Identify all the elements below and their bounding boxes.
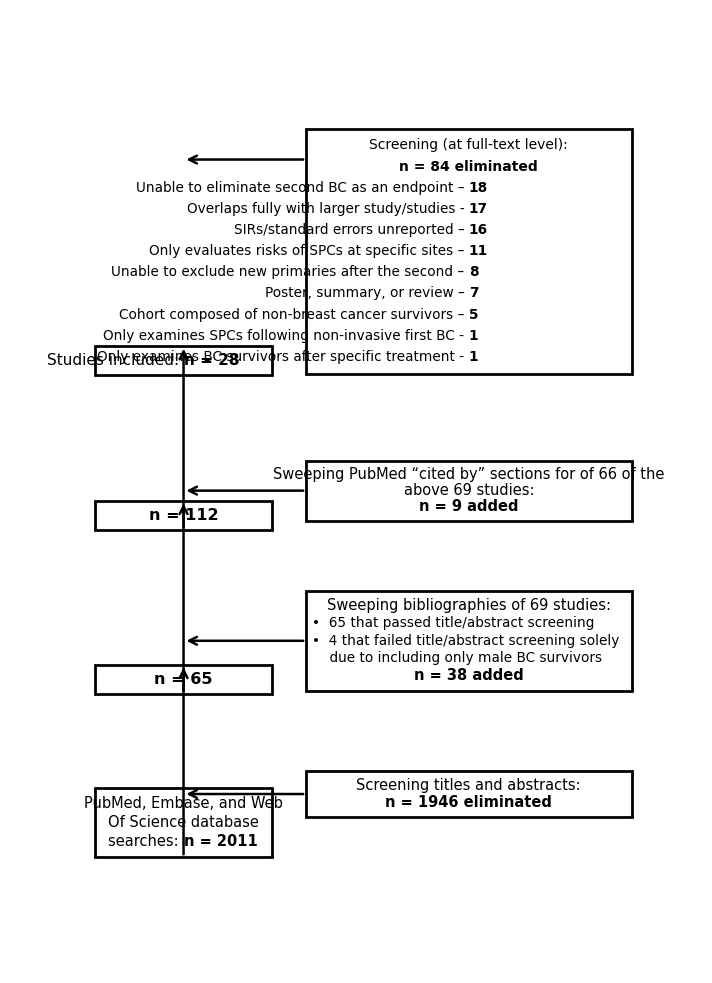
Text: 1: 1 — [468, 350, 478, 364]
Text: •  65 that passed title/abstract screening: • 65 that passed title/abstract screenin… — [312, 616, 595, 630]
Text: Unable to eliminate second BC as an endpoint –: Unable to eliminate second BC as an endp… — [136, 181, 468, 195]
Text: Sweeping PubMed “cited by” sections for of 66 of the: Sweeping PubMed “cited by” sections for … — [273, 467, 664, 483]
Text: Unable to exclude new primaries after the second –: Unable to exclude new primaries after th… — [111, 265, 468, 279]
Text: Only examines SPCs following non-invasive first BC -: Only examines SPCs following non-invasiv… — [103, 328, 468, 343]
Text: Cohort composed of non-breast cancer survivors –: Cohort composed of non-breast cancer sur… — [119, 308, 468, 321]
Text: Overlaps fully with larger study/studies -: Overlaps fully with larger study/studies… — [187, 202, 468, 216]
Text: Only examines BC survivors after specific treatment -: Only examines BC survivors after specifi… — [98, 350, 468, 364]
Text: n = 2011: n = 2011 — [184, 834, 257, 849]
Bar — [95, 500, 272, 530]
Text: Of Science database: Of Science database — [108, 815, 259, 830]
Text: Sweeping bibliographies of 69 studies:: Sweeping bibliographies of 69 studies: — [327, 599, 611, 613]
Text: PubMed, Embase, and Web: PubMed, Embase, and Web — [84, 796, 283, 811]
Text: SIRs/standard errors unreported –: SIRs/standard errors unreported – — [234, 223, 468, 237]
Text: searches:: searches: — [108, 834, 184, 849]
Bar — [306, 129, 632, 374]
Text: •  4 that failed title/abstract screening solely: • 4 that failed title/abstract screening… — [312, 634, 619, 648]
Bar — [95, 346, 272, 376]
Text: n = 1946 eliminated: n = 1946 eliminated — [385, 795, 553, 810]
Text: Only evaluates risks of SPCs at specific sites –: Only evaluates risks of SPCs at specific… — [149, 244, 468, 259]
Text: n = 9 added: n = 9 added — [419, 499, 518, 514]
Text: Screening (at full-text level):: Screening (at full-text level): — [370, 139, 568, 152]
Bar — [306, 461, 632, 521]
Text: 18: 18 — [468, 181, 488, 195]
Text: Screening titles and abstracts:: Screening titles and abstracts: — [357, 779, 581, 793]
Text: Studies included:: Studies included: — [46, 353, 184, 368]
Text: 7: 7 — [468, 286, 478, 301]
Text: n = 65: n = 65 — [155, 671, 213, 687]
Bar — [306, 771, 632, 817]
Text: 17: 17 — [468, 202, 488, 216]
Text: n = 84 eliminated: n = 84 eliminated — [399, 159, 538, 174]
Bar — [306, 591, 632, 691]
Text: n = 28: n = 28 — [184, 353, 239, 368]
Text: n = 38 added: n = 38 added — [414, 668, 523, 683]
Text: 11: 11 — [468, 244, 488, 259]
Text: above 69 studies:: above 69 studies: — [404, 483, 534, 498]
Text: due to including only male BC survivors: due to including only male BC survivors — [312, 652, 602, 665]
Text: 1: 1 — [468, 328, 478, 343]
Text: Poster, summary, or review –: Poster, summary, or review – — [265, 286, 468, 301]
Bar — [95, 665, 272, 694]
Text: 8: 8 — [468, 265, 478, 279]
Text: 16: 16 — [468, 223, 488, 237]
Bar — [95, 787, 272, 857]
Text: 5: 5 — [468, 308, 478, 321]
Text: n = 112: n = 112 — [149, 508, 219, 523]
